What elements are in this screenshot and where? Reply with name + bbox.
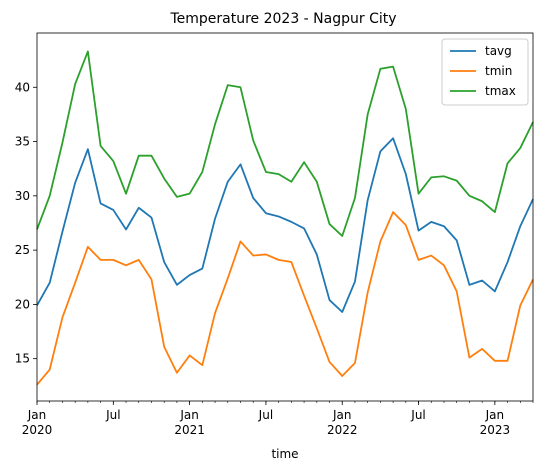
x-tick-year-label: 2023 [480, 423, 511, 437]
y-tick-label: 25 [15, 243, 30, 257]
x-tick-label: Jul [258, 408, 273, 422]
series-layer [36, 50, 534, 386]
y-tick-label: 20 [15, 297, 30, 311]
x-tick-year-label: 2021 [174, 423, 205, 437]
legend: tavg tmin tmax [441, 38, 529, 106]
series-line-tmax [36, 50, 534, 237]
y-tick-label: 15 [15, 352, 30, 366]
x-axis-label: time [271, 447, 298, 461]
y-tick-label: 35 [15, 135, 30, 149]
series-line-tavg [36, 137, 534, 313]
x-tick-year-label: 2022 [327, 423, 358, 437]
series-line-tmin [36, 211, 534, 386]
x-tick-label: Jan [485, 408, 505, 422]
legend-label-tavg: tavg [485, 44, 512, 58]
legend-box [441, 38, 529, 106]
chart-title: Temperature 2023 - Nagpur City [169, 11, 396, 27]
x-tick-label: Jan [27, 408, 47, 422]
x-tick-year-label: 2020 [22, 423, 53, 437]
x-tick-label: Jul [410, 408, 425, 422]
legend-label-tmin: tmin [485, 64, 512, 78]
y-tick-label: 40 [15, 80, 30, 94]
x-tick-label: Jan [179, 408, 199, 422]
x-tick-label: Jan [332, 408, 352, 422]
y-tick-label: 30 [15, 189, 30, 203]
x-tick-label: Jul [105, 408, 120, 422]
plot-frame [36, 32, 534, 402]
legend-label-tmax: tmax [485, 84, 516, 98]
